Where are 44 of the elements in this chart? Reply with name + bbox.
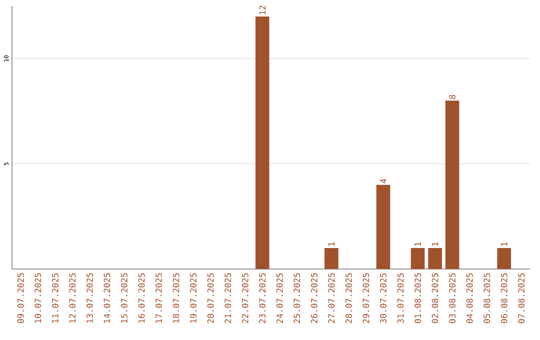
x-tick-label: 01.08.2025: [414, 273, 421, 324]
x-tick-label: 04.08.2025: [466, 273, 473, 324]
data-label: 1: [414, 242, 421, 246]
x-tick-label: 28.07.2025: [345, 273, 352, 324]
bar: [255, 16, 270, 269]
data-label: 12: [259, 6, 266, 14]
x-tick-label: 26.07.2025: [310, 273, 318, 324]
x-tick-label: 30.07.2025: [380, 273, 386, 324]
x-tick-label: 17.07.2025: [156, 273, 162, 323]
data-label: 1: [432, 242, 438, 246]
bar: [410, 248, 425, 269]
x-tick-label: 09.07.2025: [17, 273, 24, 324]
x-tick-label: 23.07.2025: [259, 273, 266, 324]
x-tick-label: 16.07.2025: [138, 273, 145, 323]
bar: [497, 248, 512, 269]
x-tick-label: 21.07.2025: [224, 273, 232, 324]
x-tick-label: 19.07.2025: [190, 273, 197, 323]
bar: [445, 100, 460, 269]
x-tick-label: 11.07.2025: [52, 273, 58, 323]
data-label: 8: [449, 94, 456, 99]
x-tick-label: 03.08.2025: [449, 273, 456, 324]
x-tick-label: 12.07.2025: [69, 273, 76, 323]
x-tick-label: 29.07.2025: [362, 273, 370, 324]
x-tick-label: 27.07.2025: [328, 273, 335, 324]
x-tick-label: 22.07.2025: [242, 273, 248, 324]
data-label: 4: [380, 178, 386, 184]
x-tick-label: 18.07.2025: [172, 273, 180, 323]
x-tick-label: 10.07.2025: [34, 273, 42, 323]
x-tick-label: 02.08.2025: [432, 273, 438, 324]
data-label: 1: [328, 242, 335, 246]
x-tick-label: 07.08.2025: [518, 273, 525, 324]
x-tick-label: 05.08.2025: [484, 273, 490, 324]
bar: [324, 248, 338, 269]
bar: [376, 184, 390, 269]
bar: [428, 248, 442, 269]
x-tick-label: 24.07.2025: [276, 273, 283, 324]
x-tick-label: 15.07.2025: [121, 273, 128, 323]
x-tick-label: 13.07.2025: [86, 273, 93, 323]
x-tick-label: 14.07.2025: [104, 273, 110, 323]
x-tick-label: 25.07.2025: [294, 273, 300, 324]
x-tick-label: 06.08.2025: [500, 273, 508, 324]
x-tick-label: 20.07.2025: [207, 273, 214, 324]
data-label: 1: [501, 242, 508, 246]
x-tick-label: 31.07.2025: [397, 273, 404, 324]
